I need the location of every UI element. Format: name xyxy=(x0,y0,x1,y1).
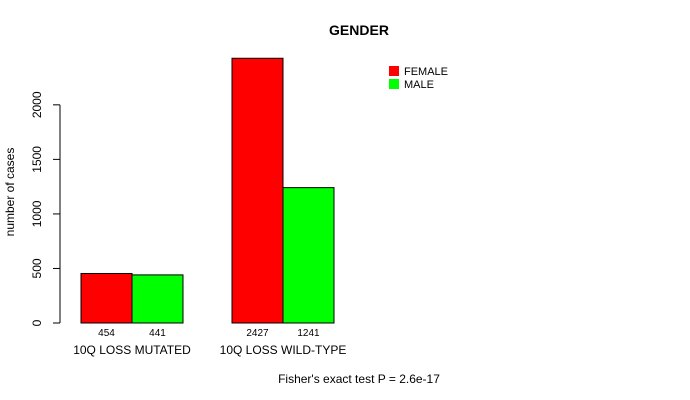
bar-value-label: 1241 xyxy=(297,328,320,339)
fisher-test-note: Fisher's exact test P = 2.6e-17 xyxy=(278,372,440,386)
bar-male-2 xyxy=(282,187,335,324)
category-labels: 10Q LOSS MUTATED 10Q LOSS WILD-TYPE xyxy=(73,343,346,357)
bars xyxy=(80,57,335,324)
y-axis: 0 500 1000 1500 2000 xyxy=(30,91,61,326)
chart-title: GENDER xyxy=(329,22,389,38)
y-tick-label: 0 xyxy=(30,319,44,326)
bar-female-1 xyxy=(80,272,133,324)
bar-value-label: 454 xyxy=(98,328,115,339)
bar-value-label: 2427 xyxy=(246,328,269,339)
y-tick-label: 500 xyxy=(30,258,44,278)
bar-value-label: 441 xyxy=(149,328,166,339)
bar-male-1 xyxy=(131,274,184,324)
category-label: 10Q LOSS MUTATED xyxy=(73,343,191,357)
legend-label-male: MALE xyxy=(404,79,434,91)
y-tick-label: 1500 xyxy=(30,146,44,173)
y-tick-label: 1000 xyxy=(30,200,44,227)
y-tick-label: 2000 xyxy=(30,91,44,118)
y-axis-label: number of cases xyxy=(3,148,17,237)
legend-swatch-male xyxy=(389,79,399,89)
value-labels: 454 441 2427 1241 xyxy=(98,328,320,339)
category-label: 10Q LOSS WILD-TYPE xyxy=(220,343,347,357)
legend-swatch-female xyxy=(389,66,399,76)
legend-label-female: FEMALE xyxy=(404,66,448,78)
bar-female-2 xyxy=(231,57,284,324)
